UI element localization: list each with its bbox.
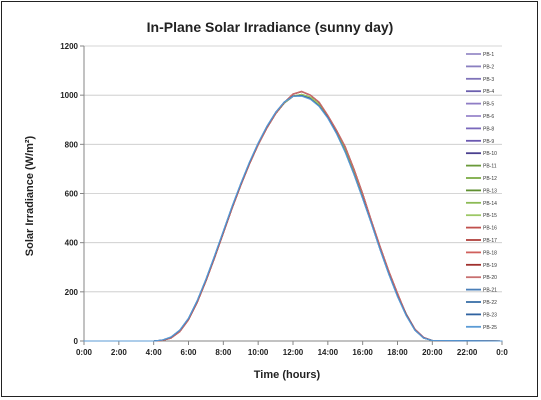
legend-label: PB-14 bbox=[483, 201, 497, 207]
x-tick-label: 4:00 bbox=[146, 348, 163, 357]
gridlines bbox=[84, 45, 502, 293]
x-tick-label: 10:00 bbox=[248, 348, 269, 357]
series-line-pb-17 bbox=[83, 91, 503, 342]
legend-label: PB-3 bbox=[483, 77, 494, 83]
legend-label: PB-2 bbox=[483, 64, 494, 70]
legend-label: PB-9 bbox=[483, 139, 494, 145]
legend-label: PB-19 bbox=[483, 263, 497, 269]
legend-label: PB-12 bbox=[483, 176, 497, 182]
series-line-pb-16 bbox=[83, 90, 503, 342]
legend-label: PB-15 bbox=[483, 213, 497, 219]
series-line-pb-23 bbox=[83, 95, 503, 342]
series-line-pb-13 bbox=[83, 93, 503, 342]
x-tick-label: 2:00 bbox=[111, 348, 128, 357]
legend-label: PB-23 bbox=[483, 312, 497, 318]
series-line-pb-14 bbox=[83, 93, 503, 342]
x-tick-label: 0:00 bbox=[76, 348, 93, 357]
x-tick-label: 20:00 bbox=[422, 348, 443, 357]
series-line-pb-12 bbox=[83, 93, 503, 342]
x-tick-label: 6:00 bbox=[180, 348, 197, 357]
legend-label: PB-13 bbox=[483, 188, 497, 194]
y-tick-label: 400 bbox=[65, 239, 79, 248]
x-tick-label: 12:00 bbox=[283, 348, 304, 357]
legend-label: PB-16 bbox=[483, 226, 497, 232]
y-tick-label: 200 bbox=[65, 288, 79, 297]
series-line-pb-20 bbox=[83, 90, 503, 342]
series-line-pb-5 bbox=[83, 94, 503, 342]
x-axis-title: Time (hours) bbox=[254, 369, 321, 381]
y-axis-title: Solar Irradiance (W/m²) bbox=[24, 135, 36, 256]
legend-label: PB-25 bbox=[483, 325, 497, 331]
chart-title: In-Plane Solar Irradiance (sunny day) bbox=[147, 19, 394, 35]
y-tick-label: 600 bbox=[65, 190, 79, 199]
legend-label: PB-10 bbox=[483, 151, 497, 157]
y-tick-label: 800 bbox=[65, 140, 79, 149]
series-line-pb-6 bbox=[83, 94, 503, 342]
series-line-pb-11 bbox=[83, 93, 503, 342]
legend-label: PB-6 bbox=[483, 114, 494, 120]
legend-label: PB-1 bbox=[483, 52, 494, 58]
series-line-pb-2 bbox=[83, 94, 503, 342]
series-lines bbox=[83, 90, 503, 342]
series-line-pb-10 bbox=[83, 94, 503, 342]
legend-label: PB-4 bbox=[483, 89, 494, 95]
series-line-pb-25 bbox=[83, 95, 503, 342]
legend-label: PB-17 bbox=[483, 238, 497, 244]
legend-label: PB-21 bbox=[483, 288, 497, 294]
legend-label: PB-11 bbox=[483, 164, 497, 170]
series-line-pb-21 bbox=[83, 95, 503, 342]
y-tick-label: 0 bbox=[74, 337, 79, 346]
x-tick-label: 14:00 bbox=[318, 348, 339, 357]
legend-label: PB-5 bbox=[483, 102, 494, 108]
series-line-pb-19 bbox=[83, 91, 503, 342]
y-tick-label: 1200 bbox=[60, 42, 78, 51]
axes: 0 200 400 600 800 1000 1200 0:00 2:00 4:00 6:00 8:0… bbox=[60, 42, 508, 357]
x-tick-label: 22:00 bbox=[457, 348, 478, 357]
series-line-pb-3 bbox=[83, 94, 503, 342]
x-tick-label: 8:00 bbox=[215, 348, 232, 357]
series-line-pb-8 bbox=[83, 94, 503, 342]
legend-label: PB-20 bbox=[483, 275, 497, 281]
legend-label: PB-18 bbox=[483, 250, 497, 256]
series-line-pb-4 bbox=[83, 94, 503, 342]
series-line-pb-22 bbox=[83, 95, 503, 342]
x-tick-label: 0:0 bbox=[496, 348, 508, 357]
series-line-pb-15 bbox=[83, 93, 503, 342]
legend-label: PB-22 bbox=[483, 300, 497, 306]
series-line-pb-1 bbox=[83, 94, 503, 342]
y-tick-label: 1000 bbox=[60, 91, 78, 100]
legend-label: PB-8 bbox=[483, 126, 494, 132]
series-line-pb-9 bbox=[83, 94, 503, 342]
x-tick-label: 18:00 bbox=[387, 348, 408, 357]
legend: PB-1 PB-2 PB-3 PB-4 PB-5 PB-6 PB-8 PB-9 PB-10 PB-… bbox=[466, 52, 497, 331]
x-tick-label: 16:00 bbox=[352, 348, 373, 357]
series-line-pb-18 bbox=[83, 90, 503, 342]
